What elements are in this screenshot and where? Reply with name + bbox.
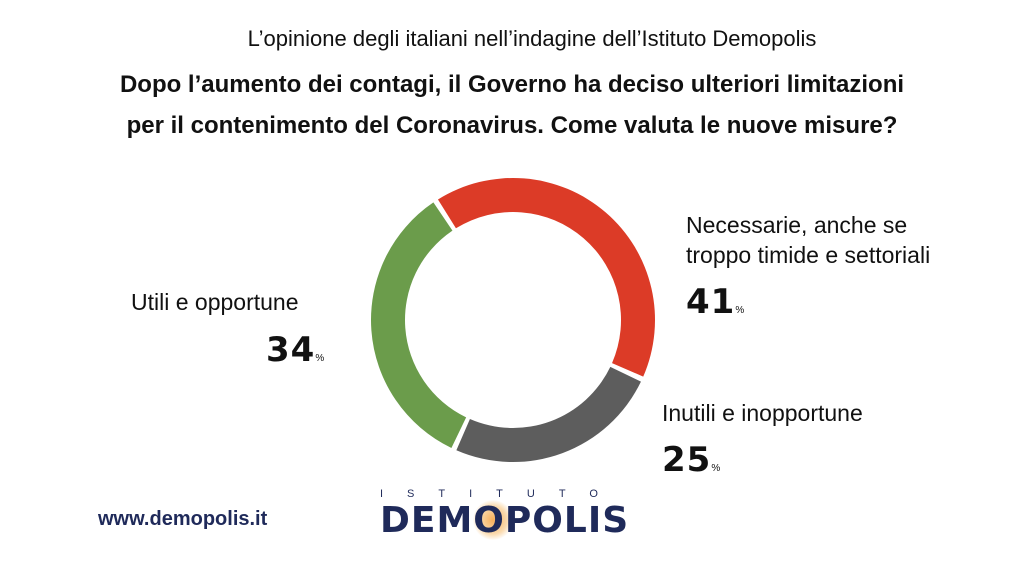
- slice-label-necessarie-line-1: Necessarie, anche se: [686, 212, 908, 238]
- slice-value-utili: 34%: [266, 330, 324, 379]
- slice-value-inutili: 25%: [662, 440, 720, 489]
- slice-value-utili-number: 34: [266, 330, 316, 370]
- slice-value-utili-pct: %: [315, 353, 325, 364]
- slice-label-inutili: Inutili e inopportune: [662, 400, 863, 426]
- website-link[interactable]: www.demopolis.it: [98, 508, 268, 530]
- slice-value-necessarie: 41%: [686, 282, 744, 331]
- logo-demopolis-text: DEMOPOLIS: [380, 500, 630, 541]
- chart-subtitle: L’opinione degli italiani nell’indagine …: [247, 26, 817, 51]
- logo-istituto-text: ISTITUTO: [380, 488, 622, 500]
- slice-label-necessarie-line-2: troppo timide e settoriali: [686, 242, 931, 268]
- donut-slice-3: [370, 202, 467, 448]
- donut-slice-2: [456, 366, 641, 462]
- slice-value-necessarie-pct: %: [735, 305, 745, 316]
- slice-label-necessarie: Necessarie, anche se troppo timide e set…: [686, 210, 930, 270]
- logo-sun-icon: [473, 500, 513, 540]
- slice-label-utili: Utili e opportune: [131, 289, 299, 315]
- chart-title: Dopo l’aumento dei contagi, il Governo h…: [0, 64, 1024, 146]
- chart-title-line-2: per il contenimento del Coronavirus. Com…: [126, 112, 898, 139]
- chart-title-line-1: Dopo l’aumento dei contagi, il Governo h…: [119, 71, 905, 98]
- slice-value-inutili-pct: %: [711, 463, 721, 474]
- donut-slice-1: [437, 178, 655, 377]
- slice-value-necessarie-number: 41: [686, 282, 736, 322]
- slice-value-inutili-number: 25: [662, 440, 712, 480]
